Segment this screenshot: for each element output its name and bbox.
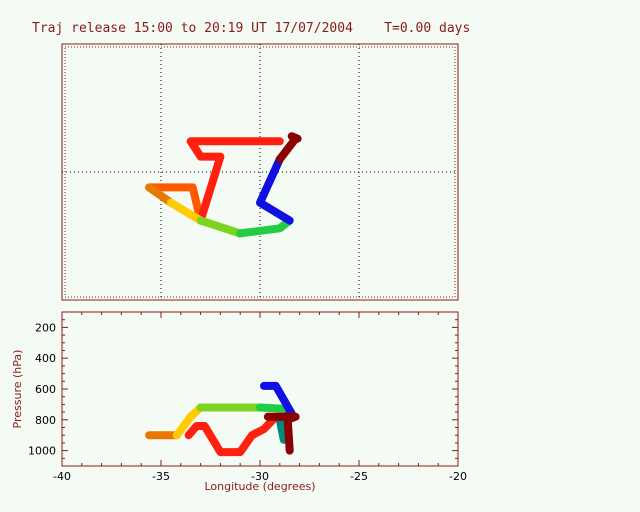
y-axis-label: Pressure (hPa): [11, 350, 24, 429]
y-tick-label: 200: [35, 321, 56, 334]
x-tick-label: -35: [152, 470, 170, 483]
map-trajectory: [256, 155, 294, 225]
x-tick-label: -25: [350, 470, 368, 483]
chart-title: Traj release 15:00 to 20:19 UT 17/07/200…: [32, 21, 471, 36]
map-trajectory: [275, 132, 302, 164]
pressure-frame: [61, 311, 459, 467]
x-axis-label: Longitude (degrees): [204, 480, 315, 493]
pressure-trajectory: [184, 412, 292, 457]
map-trajectory: [236, 216, 294, 238]
map-trajectory: [166, 198, 205, 225]
x-tick-label: -40: [53, 470, 71, 483]
y-tick-label: 800: [35, 414, 56, 427]
y-tick-label: 1000: [28, 445, 56, 458]
x-tick-label: -20: [449, 470, 467, 483]
x-tick-label: -30: [251, 470, 269, 483]
pressure-trajectory: [275, 415, 288, 444]
y-tick-label: 400: [35, 352, 56, 365]
map-trajectory: [145, 183, 175, 207]
map-trajectory: [145, 183, 205, 225]
y-tick-label: 600: [35, 383, 56, 396]
map-trajectory: [196, 216, 245, 238]
pressure-trajectory: [172, 403, 205, 440]
pressure-trajectory: [263, 412, 300, 455]
map-trajectory: [186, 137, 284, 225]
